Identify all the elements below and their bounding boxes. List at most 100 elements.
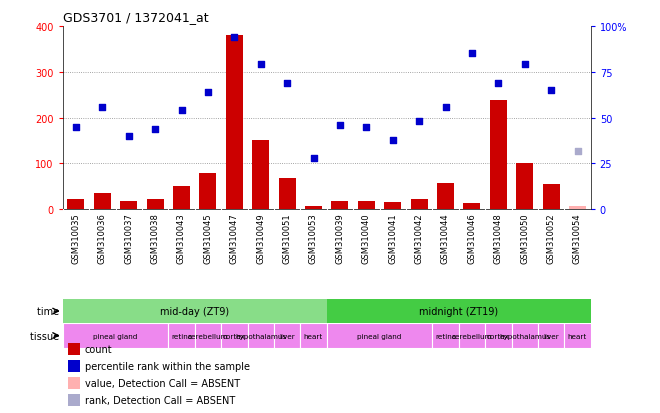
Bar — [248, 323, 274, 348]
Bar — [543, 185, 560, 210]
Bar — [274, 323, 300, 348]
Text: GSM310047: GSM310047 — [230, 212, 239, 263]
Text: value, Detection Call = ABSENT: value, Detection Call = ABSENT — [85, 378, 240, 388]
Text: tissue: tissue — [30, 331, 63, 341]
Bar — [173, 187, 190, 210]
Point — [308, 155, 319, 162]
Point — [546, 88, 556, 94]
Bar — [199, 173, 216, 210]
Point — [203, 89, 213, 96]
Text: percentile rank within the sample: percentile rank within the sample — [85, 361, 250, 371]
Text: cerebellum: cerebellum — [451, 333, 492, 339]
Bar — [168, 323, 195, 348]
Bar — [569, 206, 586, 210]
Bar — [327, 299, 591, 323]
Text: retina: retina — [171, 333, 192, 339]
Text: mid-day (ZT9): mid-day (ZT9) — [160, 306, 229, 316]
Bar — [516, 164, 533, 210]
Bar — [68, 377, 80, 389]
Bar — [226, 36, 243, 210]
Text: hypothalamus: hypothalamus — [499, 333, 550, 339]
Text: liver: liver — [543, 333, 559, 339]
Bar — [538, 323, 564, 348]
Text: GSM310042: GSM310042 — [414, 212, 424, 263]
Text: midnight (ZT19): midnight (ZT19) — [419, 306, 498, 316]
Text: GSM310050: GSM310050 — [520, 212, 529, 263]
Text: cortex: cortex — [223, 333, 246, 339]
Text: GSM310036: GSM310036 — [98, 212, 107, 263]
Text: retina: retina — [435, 333, 456, 339]
Bar — [485, 323, 512, 348]
Bar — [279, 179, 296, 210]
Text: hypothalamus: hypothalamus — [235, 333, 286, 339]
Bar — [437, 183, 454, 210]
Text: GSM310044: GSM310044 — [441, 212, 450, 263]
Bar — [564, 323, 591, 348]
Point — [467, 51, 477, 57]
Point — [150, 126, 160, 133]
Point — [361, 124, 372, 131]
Text: GSM310037: GSM310037 — [124, 212, 133, 263]
Text: GSM310045: GSM310045 — [203, 212, 213, 263]
Text: GSM310052: GSM310052 — [546, 212, 556, 263]
Text: GSM310049: GSM310049 — [256, 212, 265, 263]
Point — [493, 80, 504, 87]
Bar — [63, 299, 327, 323]
Point — [387, 137, 398, 144]
Bar — [463, 203, 480, 210]
Point — [229, 35, 240, 41]
Text: GSM310053: GSM310053 — [309, 212, 318, 263]
Text: GSM310041: GSM310041 — [388, 212, 397, 263]
Bar — [305, 206, 322, 210]
Text: liver: liver — [279, 333, 295, 339]
Text: cortex: cortex — [487, 333, 510, 339]
Text: GSM310054: GSM310054 — [573, 212, 582, 263]
Bar — [327, 323, 432, 348]
Bar — [63, 323, 168, 348]
Bar — [490, 101, 507, 210]
Text: count: count — [85, 344, 112, 354]
Text: GSM310038: GSM310038 — [150, 212, 160, 263]
Bar — [221, 323, 248, 348]
Point — [335, 122, 345, 129]
Point — [176, 108, 187, 114]
Point — [572, 148, 583, 154]
Bar — [432, 323, 459, 348]
Bar — [459, 323, 485, 348]
Text: heart: heart — [568, 333, 587, 339]
Text: pineal gland: pineal gland — [93, 333, 138, 339]
Bar — [94, 194, 111, 210]
Bar — [68, 394, 80, 406]
Text: heart: heart — [304, 333, 323, 339]
Point — [282, 80, 292, 87]
Bar — [120, 202, 137, 210]
Bar — [358, 202, 375, 210]
Text: cerebellum: cerebellum — [187, 333, 228, 339]
Text: pineal gland: pineal gland — [357, 333, 402, 339]
Point — [71, 124, 81, 131]
Bar — [68, 360, 80, 372]
Text: GDS3701 / 1372041_at: GDS3701 / 1372041_at — [63, 11, 209, 24]
Text: time: time — [38, 306, 63, 316]
Point — [440, 104, 451, 111]
Point — [519, 62, 530, 69]
Bar — [147, 199, 164, 210]
Text: GSM310043: GSM310043 — [177, 212, 186, 263]
Text: GSM310051: GSM310051 — [282, 212, 292, 263]
Text: GSM310039: GSM310039 — [335, 212, 345, 263]
Bar — [512, 323, 538, 348]
Text: GSM310046: GSM310046 — [467, 212, 477, 263]
Point — [255, 62, 266, 69]
Text: rank, Detection Call = ABSENT: rank, Detection Call = ABSENT — [85, 395, 235, 405]
Bar — [195, 323, 221, 348]
Bar — [67, 199, 84, 210]
Text: GSM310035: GSM310035 — [71, 212, 81, 263]
Text: GSM310040: GSM310040 — [362, 212, 371, 263]
Bar — [411, 199, 428, 210]
Point — [123, 133, 134, 140]
Text: GSM310048: GSM310048 — [494, 212, 503, 263]
Bar — [300, 323, 327, 348]
Point — [97, 104, 108, 111]
Bar — [68, 343, 80, 355]
Bar — [331, 202, 348, 210]
